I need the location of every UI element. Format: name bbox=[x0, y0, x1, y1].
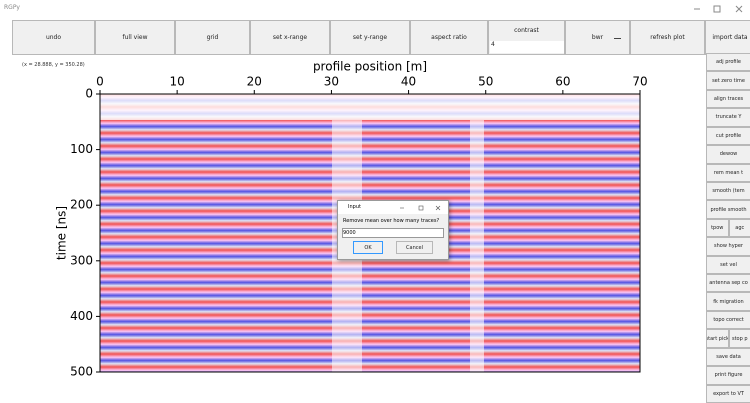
sidebar-button[interactable]: stop p bbox=[728, 329, 750, 348]
title-bar: RGPy bbox=[0, 0, 750, 18]
sidebar-button[interactable]: adj profile bbox=[706, 53, 750, 72]
y-tick-label: 300 bbox=[70, 253, 93, 267]
y-tick-label: 400 bbox=[70, 309, 93, 323]
refresh-button[interactable]: refresh plot bbox=[630, 20, 705, 55]
dialog-prompt: Remove mean over how many traces? bbox=[343, 218, 440, 224]
x-tick-label: 70 bbox=[632, 75, 647, 89]
dialog-input[interactable]: 9000 bbox=[342, 228, 444, 238]
sidebar-button[interactable]: antenna sep co bbox=[706, 274, 750, 293]
sidebar-button[interactable]: cut profile bbox=[706, 126, 750, 146]
toolbar-button[interactable]: undo bbox=[12, 20, 95, 55]
contrast-input[interactable]: 4 bbox=[490, 41, 564, 53]
x-tick-label: 60 bbox=[555, 75, 570, 89]
import-button[interactable]: import data bbox=[705, 20, 750, 55]
sidebar-button[interactable]: save data bbox=[706, 347, 750, 367]
sidebar-button[interactable]: agc bbox=[728, 218, 750, 238]
y-tick-label: 200 bbox=[70, 198, 93, 212]
cursor-coords: (x = 28.888, y = 350.28) bbox=[22, 62, 85, 68]
sidebar-button[interactable]: set vel bbox=[706, 255, 750, 275]
x-tick-label: 20 bbox=[247, 75, 262, 89]
ok-button[interactable]: OK bbox=[353, 241, 383, 254]
sidebar-button[interactable]: start pick bbox=[706, 329, 729, 348]
dialog-title-bar: Input bbox=[338, 201, 448, 214]
x-axis-label: profile position [m] bbox=[313, 60, 427, 74]
sidebar-button[interactable]: topo correct bbox=[706, 310, 750, 330]
sidebar-button[interactable]: smooth (tem bbox=[706, 181, 750, 201]
window-controls[interactable] bbox=[690, 2, 750, 16]
y-tick-label: 100 bbox=[70, 142, 93, 156]
sidebar-button[interactable]: show hyper bbox=[706, 237, 750, 256]
x-tick-label: 30 bbox=[324, 75, 339, 89]
dialog-controls[interactable] bbox=[398, 203, 448, 213]
x-tick-label: 0 bbox=[96, 75, 104, 89]
sidebar-button[interactable]: print figure bbox=[706, 366, 750, 385]
cancel-button[interactable]: Cancel bbox=[396, 241, 433, 254]
sidebar-button[interactable]: set zero time bbox=[706, 71, 750, 90]
y-tick-label: 500 bbox=[70, 365, 93, 379]
y-tick-label: 0 bbox=[85, 87, 93, 101]
colormap-value: bwr bbox=[591, 34, 604, 41]
sidebar-button[interactable]: rem mean t bbox=[706, 163, 750, 182]
sidebar-button[interactable]: dewow bbox=[706, 145, 750, 164]
sidebar-button[interactable]: tpow bbox=[706, 218, 729, 238]
sidebar-button[interactable]: truncate Y bbox=[706, 108, 750, 127]
window-title: RGPy bbox=[4, 4, 20, 11]
sidebar-button[interactable]: align traces bbox=[706, 89, 750, 109]
toolbar-button[interactable]: set y-range bbox=[330, 20, 410, 55]
x-tick-label: 50 bbox=[478, 75, 493, 89]
toolbar-button[interactable]: grid bbox=[175, 20, 250, 55]
x-tick-label: 40 bbox=[401, 75, 416, 89]
toolbar-button[interactable]: set x-range bbox=[250, 20, 330, 55]
contrast-label: contrast bbox=[514, 27, 539, 34]
sidebar-button[interactable]: fk migration bbox=[706, 292, 750, 311]
x-tick-label: 10 bbox=[170, 75, 185, 89]
y-axis-label: time [ns] bbox=[55, 206, 69, 260]
sidebar-button[interactable]: profile smooth bbox=[706, 200, 750, 219]
sidebar-button[interactable]: export to VT bbox=[706, 384, 750, 403]
dialog-title: Input bbox=[348, 204, 361, 210]
toolbar-button[interactable]: aspect ratio bbox=[410, 20, 488, 55]
input-dialog: Input Remove mean over how many traces? … bbox=[337, 200, 449, 260]
toolbar-button[interactable]: full view bbox=[95, 20, 175, 55]
contrast-box: contrast 4 bbox=[488, 20, 565, 55]
colormap-dropdown[interactable]: bwr bbox=[565, 20, 630, 55]
